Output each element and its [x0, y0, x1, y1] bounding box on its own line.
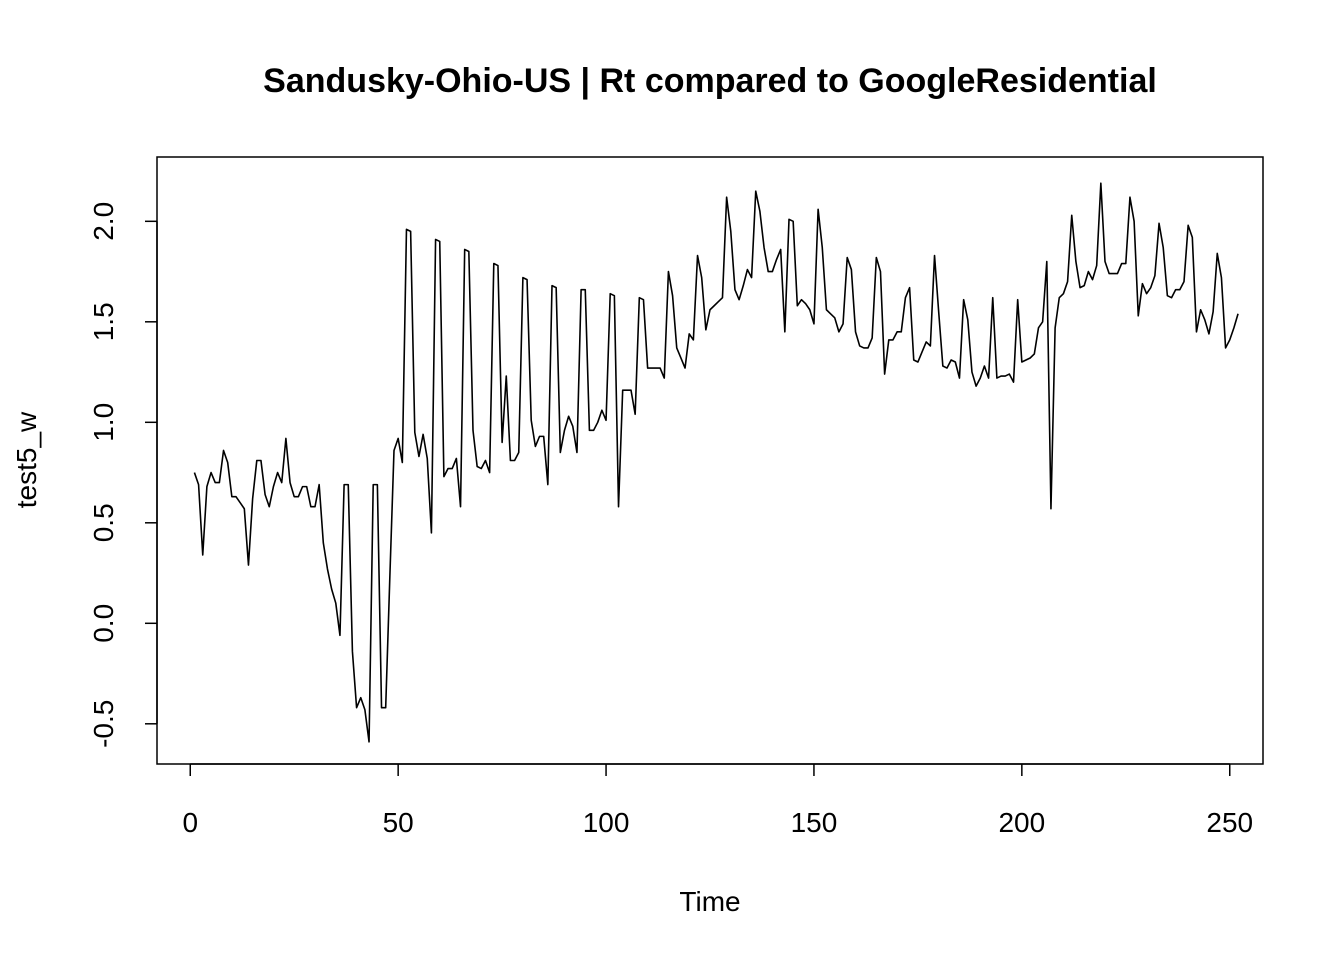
x-axis-label: Time	[679, 886, 740, 917]
y-axis: -0.5 0.0 0.5 1.0 1.5 2.0	[88, 202, 158, 748]
x-tick-label: 50	[383, 807, 414, 838]
x-tick-label: 200	[998, 807, 1045, 838]
y-tick-label: 2.0	[88, 202, 119, 241]
x-tick-label: 150	[791, 807, 838, 838]
x-tick-label: 0	[182, 807, 198, 838]
y-tick-label: -0.5	[88, 700, 119, 748]
chart-title: Sandusky-Ohio-US | Rt compared to Google…	[263, 62, 1157, 100]
series-points	[194, 183, 1238, 742]
y-axis-label: test5_w	[11, 411, 42, 508]
x-tick-label: 100	[583, 807, 630, 838]
y-tick-label: 1.0	[88, 403, 119, 442]
x-axis: 0 50 100 150 200 250	[182, 763, 1253, 838]
y-tick-label: 1.5	[88, 302, 119, 341]
series-line-test5-w	[193, 182, 1239, 743]
y-tick-label: 0.5	[88, 503, 119, 542]
y-tick-label: 0.0	[88, 604, 119, 643]
x-tick-label: 250	[1206, 807, 1253, 838]
